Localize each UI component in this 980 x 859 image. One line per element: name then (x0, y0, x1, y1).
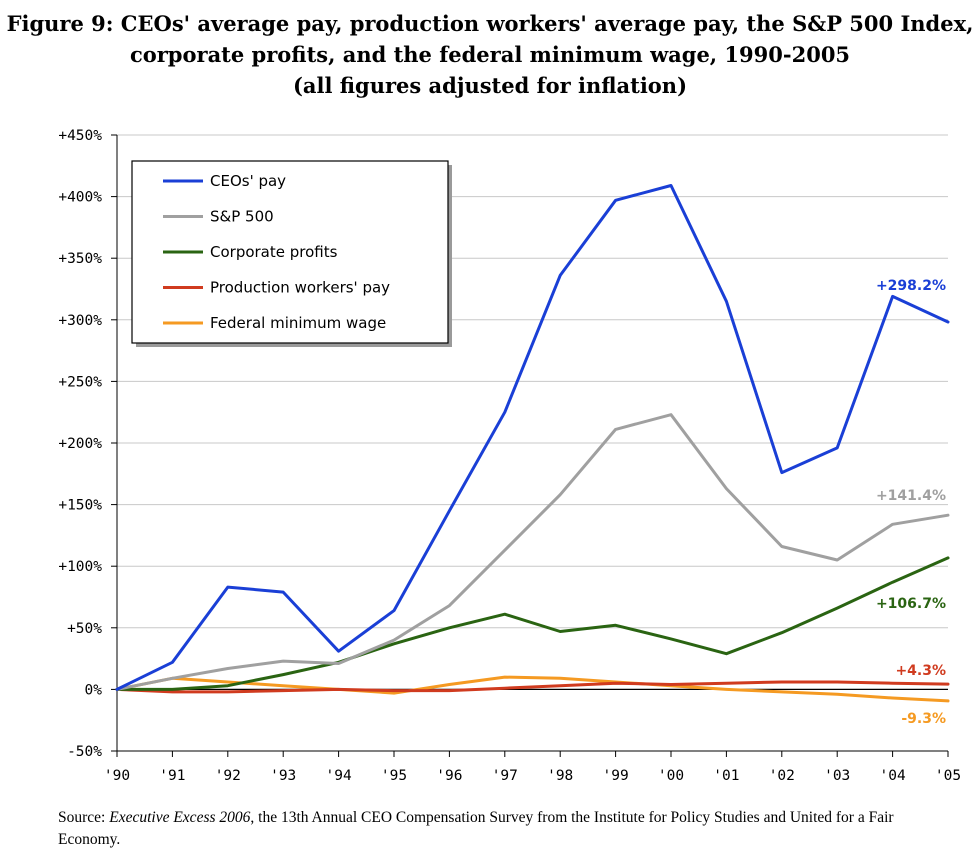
end-label: +106.7% (876, 596, 946, 612)
source-note: Source: Executive Excess 2006, the 13th … (58, 807, 958, 851)
y-tick-label: +50% (67, 621, 102, 637)
x-tick-label: '01 (713, 768, 739, 784)
y-tick-label: +400% (58, 190, 102, 206)
y-tick-label: -50% (67, 744, 102, 760)
source-text: , the 13th Annual CEO Compensation Surve… (58, 809, 894, 848)
legend-label: S&P 500 (210, 208, 274, 226)
x-tick-label: '04 (879, 768, 905, 784)
x-tick-label: '90 (104, 768, 130, 784)
x-tick-label: '98 (547, 768, 573, 784)
y-tick-label: +200% (58, 436, 102, 452)
end-label: +141.4% (876, 488, 946, 504)
x-tick-label: '97 (492, 768, 518, 784)
x-tick-label: '93 (270, 768, 296, 784)
end-label: +4.3% (895, 663, 946, 679)
y-tick-label: +450% (58, 128, 102, 144)
y-tick-label: +100% (58, 559, 102, 575)
x-tick-label: '91 (159, 768, 185, 784)
x-tick-label: '96 (436, 768, 462, 784)
x-tick-label: '99 (602, 768, 628, 784)
x-tick-label: '92 (215, 768, 241, 784)
x-tick-label: '05 (935, 768, 961, 784)
x-tick-label: '03 (824, 768, 850, 784)
title-line-1: Figure 9: CEOs' average pay, production … (6, 11, 974, 36)
x-tick-label: '94 (325, 768, 351, 784)
chart-title: Figure 9: CEOs' average pay, production … (0, 8, 980, 101)
y-tick-label: +300% (58, 313, 102, 329)
legend-label: Corporate profits (210, 243, 338, 261)
source-publication: Executive Excess 2006 (109, 809, 251, 826)
x-axis-ticks: '90 '91 '92 '93 '94 '95 '96 '97 '98 '99 '00 '01 '02 '… (104, 768, 961, 784)
legend-label: Federal minimum wage (210, 314, 386, 332)
y-axis-ticks: +450% +400% +350% +300% +250% +200% +150% +100%… (58, 128, 102, 760)
series-line (115, 680, 950, 694)
x-tick-label: '95 (381, 768, 407, 784)
source-prefix: Source: (58, 809, 110, 826)
x-tick-label: '00 (658, 768, 684, 784)
legend-label: Production workers' pay (210, 279, 390, 297)
legend-label: CEOs' pay (210, 172, 286, 190)
line-chart: +450% +400% +350% +300% +250% +200% +150% +100%… (58, 128, 961, 784)
legend: CEOs' pay S&P 500 Corporate profits Product… (131, 160, 452, 347)
end-label: -9.3% (901, 711, 946, 727)
series-line (115, 413, 950, 691)
title-line-3: (all figures adjusted for inflation) (292, 73, 688, 98)
title-line-2: corporate profits, and the federal minim… (129, 42, 851, 67)
end-label: +298.2% (876, 278, 946, 294)
y-tick-label: +250% (58, 374, 102, 390)
y-tick-label: +350% (58, 251, 102, 267)
y-tick-label: +150% (58, 498, 102, 514)
end-labels: +298.2% +141.4% +106.7% +4.3% -9.3% (876, 278, 946, 727)
series-line (115, 556, 950, 691)
series-line (115, 675, 950, 703)
y-tick-label: 0% (85, 682, 103, 698)
series-line (115, 184, 950, 691)
series-lines (115, 184, 950, 703)
x-tick-label: '02 (769, 768, 795, 784)
